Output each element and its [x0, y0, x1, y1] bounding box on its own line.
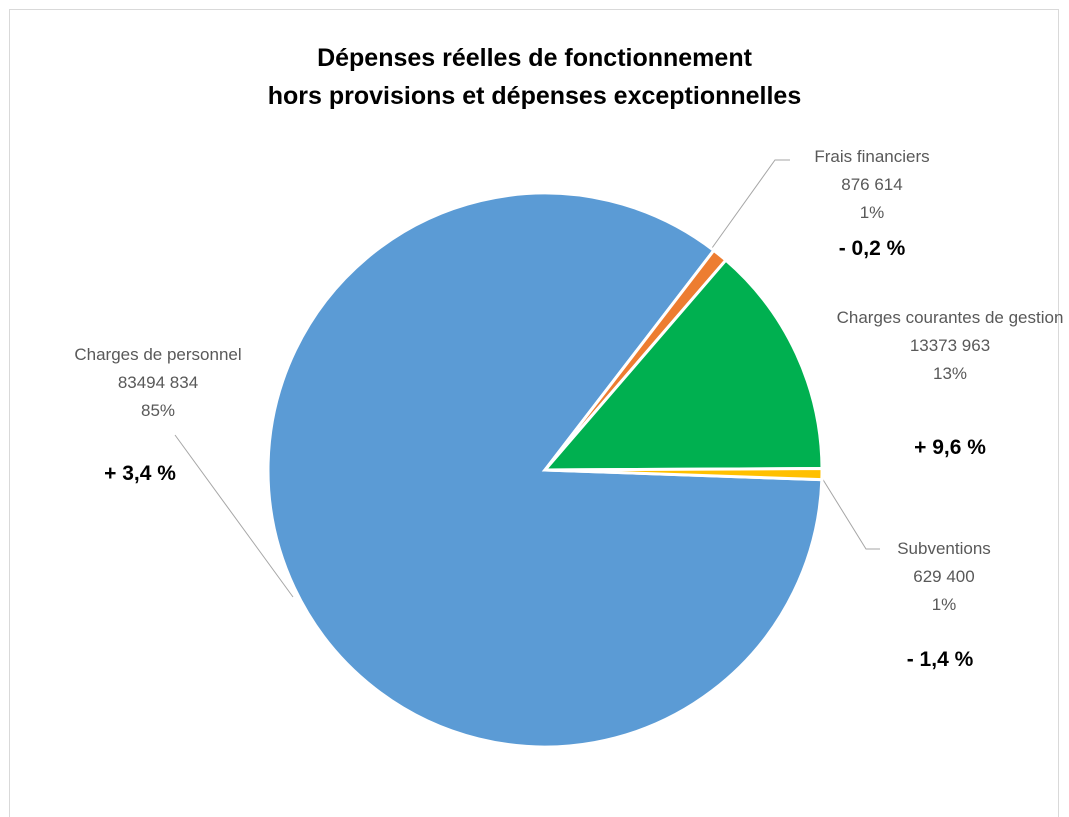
slice-label: Charges de personnel: [74, 345, 242, 364]
leader-line: [711, 159, 790, 249]
change-label: + 3,4 %: [104, 462, 176, 485]
change-label: + 9,6 %: [914, 436, 986, 459]
slice-percent-label: 13%: [932, 364, 968, 383]
slice-label: Frais financiers: [814, 147, 930, 166]
slice-value-label: 13373 963: [909, 336, 991, 355]
slice-label: Subventions: [897, 539, 991, 558]
leader-line: [821, 477, 880, 550]
chart-frame: [9, 9, 1059, 817]
slice-value-label: 83494 834: [117, 373, 199, 392]
slice-percent-label: 1%: [859, 203, 885, 222]
slice-value-label: 876 614: [841, 175, 903, 194]
leader-line: [174, 434, 294, 598]
chart-title: hors provisions et dépenses exceptionnel…: [267, 82, 802, 110]
slice-label: Charges courantes de gestion: [836, 308, 1064, 327]
slice-value-label: 629 400: [913, 567, 975, 586]
change-label: - 0,2 %: [838, 237, 906, 260]
slice-percent-label: 1%: [931, 595, 957, 614]
pie-slice: [544, 467, 824, 482]
change-label: - 1,4 %: [906, 648, 974, 671]
slice-percent-label: 85%: [140, 401, 176, 420]
pie-slice: [541, 258, 824, 472]
chart-title: Dépenses réelles de fonctionnement: [317, 44, 752, 72]
